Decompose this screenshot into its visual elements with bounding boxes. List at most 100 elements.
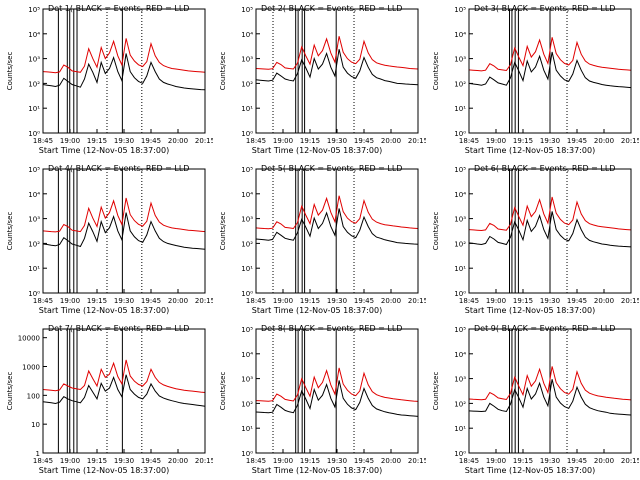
y-tick-label: 10² — [28, 80, 40, 88]
y-tick-label: 10⁰ — [28, 130, 40, 138]
x-axis-label: Start Time (12-Nov-05 18:37:00) — [465, 466, 595, 475]
y-tick-label: 10² — [241, 80, 253, 88]
x-axis-label: Start Time (12-Nov-05 18:37:00) — [252, 146, 382, 155]
y-tick-label: 10¹ — [28, 105, 40, 113]
x-tick-label: 20:15 — [621, 137, 639, 145]
x-tick-label: 20:00 — [381, 457, 401, 465]
series-events — [42, 374, 206, 407]
y-tick-label: 10⁴ — [454, 351, 466, 359]
det-chart-5: 18:45 19:00 19:15 19:30 19:45 20:00 20:15 10⁰ 10… — [219, 164, 426, 315]
series-lld — [468, 366, 632, 401]
det-chart-3: 18:45 19:00 19:15 19:30 19:45 20:00 20:15 10⁰ 10… — [432, 4, 639, 155]
x-axis-label: Start Time (12-Nov-05 18:37:00) — [252, 306, 382, 315]
series-events — [468, 379, 632, 416]
x-tick-label: 20:15 — [195, 457, 213, 465]
x-tick-label: 20:00 — [168, 457, 188, 465]
x-tick-label: 19:00 — [273, 297, 293, 305]
x-tick-label: 19:15 — [513, 297, 533, 305]
y-tick-label: 10⁵ — [28, 6, 40, 14]
x-tick-label: 19:15 — [300, 137, 320, 145]
y-tick-label: 10⁴ — [454, 31, 466, 39]
y-tick-label: 10⁰ — [454, 130, 466, 138]
x-tick-label: 19:45 — [354, 457, 374, 465]
x-tick-label: 20:15 — [195, 137, 213, 145]
y-axis-label: Counts/sec — [219, 212, 227, 251]
x-tick-label: 19:00 — [273, 457, 293, 465]
y-tick-label: 10⁴ — [454, 191, 466, 199]
series-lld — [42, 197, 206, 233]
y-tick-label: 10² — [241, 400, 253, 408]
series-lld — [42, 359, 206, 393]
x-tick-label: 19:00 — [486, 297, 506, 305]
series-lld — [255, 367, 419, 402]
x-tick-label: 19:30 — [540, 297, 560, 305]
panel-title: Det 2(-BLACK = Events, RED = LLD — [261, 4, 402, 13]
y-tick-label: 10³ — [454, 56, 466, 64]
det-panel-3: 18:45 19:00 19:15 19:30 19:45 20:00 20:15 10⁰ 10… — [426, 0, 639, 160]
y-tick-label: 10¹ — [241, 425, 253, 433]
det-chart-6: 18:45 19:00 19:15 19:30 19:45 20:00 20:15 10⁰ 10… — [432, 164, 639, 315]
series-lld — [42, 38, 206, 74]
y-tick-label: 10⁰ — [241, 130, 253, 138]
x-tick-label: 18:45 — [246, 297, 266, 305]
det-panel-9: 18:45 19:00 19:15 19:30 19:45 20:00 20:15 10⁰ 10… — [426, 320, 639, 480]
y-tick-label: 10³ — [454, 216, 466, 224]
x-tick-label: 19:00 — [486, 457, 506, 465]
x-tick-label: 20:00 — [594, 137, 614, 145]
y-axis-label: Counts/sec — [6, 212, 14, 251]
x-tick-label: 19:00 — [486, 137, 506, 145]
x-tick-label: 19:00 — [60, 137, 80, 145]
x-tick-label: 19:30 — [540, 137, 560, 145]
det-panel-4: 18:45 19:00 19:15 19:30 19:45 20:00 20:15 10⁰ 10… — [0, 160, 213, 320]
x-tick-label: 18:45 — [459, 297, 479, 305]
x-tick-label: 19:15 — [87, 137, 107, 145]
y-tick-label: 10000 — [18, 335, 40, 343]
series-events — [468, 211, 632, 248]
y-tick-label: 10¹ — [241, 105, 253, 113]
det-chart-1: 18:45 19:00 19:15 19:30 19:45 20:00 20:15 10⁰ 10… — [6, 4, 213, 155]
y-tick-label: 10³ — [241, 216, 253, 224]
plot-frame — [255, 168, 419, 294]
x-tick-label: 19:45 — [354, 297, 374, 305]
plot-frame — [255, 8, 419, 134]
x-tick-label: 20:00 — [594, 457, 614, 465]
y-axis-label: Counts/sec — [432, 212, 440, 251]
y-tick-label: 10¹ — [454, 105, 466, 113]
x-tick-label: 19:30 — [327, 297, 347, 305]
y-axis-label: Counts/sec — [219, 52, 227, 91]
series-events — [468, 51, 632, 89]
series-lld — [255, 36, 419, 70]
x-tick-label: 20:00 — [168, 137, 188, 145]
x-tick-label: 19:00 — [273, 137, 293, 145]
y-tick-label: 10⁵ — [454, 166, 466, 174]
x-tick-label: 20:15 — [621, 457, 639, 465]
x-tick-label: 20:00 — [168, 297, 188, 305]
x-tick-label: 19:15 — [87, 297, 107, 305]
x-tick-label: 20:15 — [621, 297, 639, 305]
y-tick-label: 10⁵ — [454, 6, 466, 14]
det-panel-1: 18:45 19:00 19:15 19:30 19:45 20:00 20:15 10⁰ 10… — [0, 0, 213, 160]
series-events — [255, 49, 419, 86]
x-tick-label: 19:45 — [567, 297, 587, 305]
panel-title: Det 6(-BLACK = Events, RED = LLD — [474, 164, 615, 173]
x-tick-label: 19:15 — [300, 297, 320, 305]
x-axis-label: Start Time (12-Nov-05 18:37:00) — [465, 306, 595, 315]
x-tick-label: 19:45 — [567, 137, 587, 145]
y-tick-label: 10² — [454, 400, 466, 408]
y-tick-label: 10³ — [28, 216, 40, 224]
y-axis-label: Counts/sec — [432, 372, 440, 411]
y-tick-label: 10⁵ — [241, 326, 253, 334]
x-tick-label: 20:15 — [408, 137, 426, 145]
x-axis-label: Start Time (12-Nov-05 18:37:00) — [39, 146, 169, 155]
x-tick-label: 19:30 — [114, 297, 134, 305]
panel-title: Det 7(-BLACK = Events, RED = LLD — [48, 324, 189, 333]
series-events — [42, 53, 206, 91]
y-tick-label: 10² — [241, 240, 253, 248]
series-events — [255, 380, 419, 417]
x-tick-label: 20:15 — [195, 297, 213, 305]
x-tick-label: 20:00 — [381, 297, 401, 305]
panel-title: Det 5(-BLACK = Events, RED = LLD — [261, 164, 402, 173]
y-tick-label: 10³ — [241, 56, 253, 64]
x-tick-label: 19:00 — [60, 297, 80, 305]
